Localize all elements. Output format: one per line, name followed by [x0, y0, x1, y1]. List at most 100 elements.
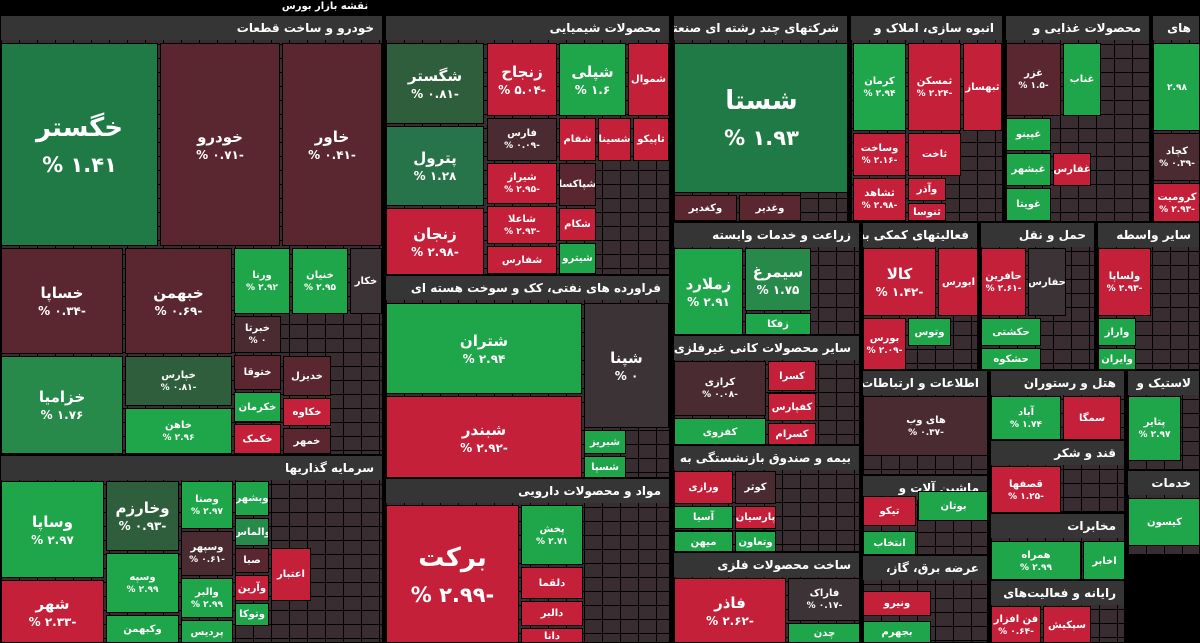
stock-symbol: بجهرم	[881, 627, 913, 638]
stock-symbol: کالا	[886, 265, 913, 283]
stock-tile: دانا	[521, 628, 583, 642]
stock-tile: شتران ۲.۹۴ %	[386, 303, 582, 394]
sector-header: محصولات شیمیایی	[386, 16, 669, 40]
sector: فعالیتهای کمکی به کالا -۱.۴۲ % ابورس بورس -۲.…	[862, 222, 978, 370]
stock-tile: کیسون	[1128, 498, 1199, 546]
stock-tile: شیراز -۲.۹۵ %	[487, 163, 557, 204]
stock-change: ۲.۹۹ %	[1019, 562, 1053, 573]
stock-symbol: وصنا	[195, 493, 219, 505]
stock-symbol: ورازی	[688, 482, 719, 493]
stock-symbol: خاور	[314, 127, 350, 146]
stock-tile: وغدیر	[739, 195, 801, 221]
stock-change: -۲.۲۴ %	[916, 88, 953, 99]
stock-tile: ثاخت	[908, 133, 961, 176]
stock-symbol: خودرو	[197, 127, 243, 146]
stock-change: ۲.۹۵ %	[303, 282, 337, 293]
stock-symbol: شسپا	[591, 462, 619, 473]
stock-change: -۰.۴۱ %	[308, 147, 356, 162]
stock-change: -۲.۹۳ %	[1159, 204, 1195, 215]
stock-symbol: حفارس	[1028, 276, 1066, 288]
stock-tile: چدن	[788, 623, 859, 642]
sector-header: رایانه و فعالیت‌های	[991, 581, 1124, 605]
stock-change: -۰.۹۳ %	[118, 519, 167, 533]
stock-tile: قصفها -۱.۲۵ %	[991, 466, 1061, 512]
stock-tile: بوتان	[918, 491, 987, 521]
stock-tile: وصنا ۲.۹۷ %	[181, 481, 233, 529]
stock-tile: آباد ۱.۷۴ %	[991, 396, 1061, 439]
stock-change: ۲.۹۸	[1167, 83, 1187, 93]
stock-symbol: ثنوسا	[913, 206, 941, 218]
stock-symbol: خاهن	[165, 419, 192, 431]
sector: مخابرات همراه ۲.۹۹ % اخابر	[990, 513, 1125, 580]
stock-symbol: پترول	[413, 149, 457, 167]
stock-tile: خساپا -۰.۳۴ %	[1, 248, 123, 354]
stock-change: -۰.۸۱ %	[160, 382, 197, 393]
stock-symbol: وتوس	[914, 326, 945, 338]
stock-symbol: پخش	[539, 523, 565, 535]
stock-symbol: شگستر	[407, 66, 463, 85]
stock-tile: انتخاب	[863, 531, 916, 554]
stock-tile: وایران	[1098, 348, 1136, 369]
stock-symbol: شسینا	[598, 134, 631, 145]
stock-tile: وساخت -۲.۱۶ %	[853, 133, 906, 176]
stock-change: ۲.۹۷ %	[31, 532, 74, 547]
stock-tile: والماس	[235, 518, 269, 546]
sector: رایانه و فعالیت‌های فن افزار -۰.۶۴ % سپکیش	[990, 580, 1125, 643]
stock-tile: غناب	[1063, 43, 1101, 116]
stock-tile: شفارس	[487, 246, 557, 274]
stock-tile: کفزوی	[674, 418, 766, 444]
stock-tile: فاذر -۲.۶۲ %	[674, 578, 786, 642]
stock-symbol: بوتان	[940, 500, 967, 512]
stock-symbol: زنجان	[413, 225, 457, 243]
stock-symbol: پارسیان	[735, 512, 776, 523]
sector: زراعت و خدمات وابسته زملارد ۲.۹۱ % سیمرغ ۱.۷…	[673, 222, 860, 335]
stock-symbol: شفام	[563, 134, 592, 145]
stock-symbol: کرمان	[864, 75, 895, 87]
sector: عرضه برق، گاز، ونیرو بجهرم	[862, 555, 988, 643]
sector-header: بیمه و صندوق بازنشستگی به	[674, 446, 859, 470]
stock-tile: خبرتا ۰ %	[234, 316, 281, 353]
stock-change: -۰.۶۱ %	[189, 555, 225, 565]
stock-tile: زفکا	[745, 313, 811, 334]
stock-tile: دالبر	[521, 601, 583, 626]
sector: لاستیک و پتایر ۲.۹۷ %	[1127, 370, 1200, 470]
stock-symbol: خکاوه	[292, 406, 322, 418]
stock-symbol: زملارد	[685, 275, 732, 293]
sector: اطلاعات و ارتباطات های وب -۰.۳۷ %	[862, 370, 988, 475]
stock-tile: ورازی	[674, 471, 733, 504]
sector-header: هتل و رستوران	[991, 371, 1124, 395]
stock-tile: حفارس	[1028, 248, 1066, 316]
sector: ساخت محصولات فلزی فاذر -۲.۶۲ % فاراک -۰.۱۷ %…	[673, 552, 860, 643]
stock-change: -۰.۶۹ %	[154, 304, 203, 318]
stock-symbol: خزامیا	[38, 388, 86, 406]
stock-symbol: میهن	[690, 536, 717, 548]
stock-change: -۰.۷۱ %	[196, 147, 244, 162]
stock-tile: خکار	[350, 248, 382, 314]
stock-tile: ثشاهد -۲.۹۸ %	[853, 178, 906, 221]
stock-symbol: کوثر	[744, 482, 767, 493]
stock-tile: فن افزار -۰.۶۴ %	[991, 606, 1041, 642]
stock-change: -۰.۱۷ %	[806, 601, 843, 611]
stock-tile: خاور -۰.۴۱ %	[282, 43, 382, 246]
stock-tile: شبریز	[584, 430, 626, 454]
stock-change: ۱.۷۵ %	[756, 282, 800, 297]
stock-symbol: ثشاهد	[864, 188, 895, 199]
stock-change: -۰.۳۹ %	[1159, 158, 1195, 169]
stock-symbol: غپینو	[1015, 129, 1042, 140]
stock-symbol: خنیان	[306, 269, 334, 281]
stock-symbol: انتخاب	[873, 538, 906, 549]
sector: خودرو و ساخت قطعات خگستر ۱.۴۱ % خودرو -۰.۷۱ …	[0, 15, 383, 455]
stock-tile: شگستر -۰.۸۱ %	[386, 43, 484, 124]
stock-symbol: ختوقا	[243, 367, 272, 378]
sector-header: سایر واسطه	[1098, 223, 1199, 247]
sector: حمل و نقل حافرین -۲.۶۱ % حفارس حکشتی حشکوه	[980, 222, 1095, 370]
stock-tile: سمگا	[1063, 396, 1121, 439]
stock-tile: غفارس	[1053, 153, 1091, 186]
stock-tile: وکغدیر	[674, 195, 737, 221]
stock-symbol: زفکا	[767, 319, 789, 330]
stock-tile: کچاد -۰.۳۹ %	[1153, 133, 1199, 181]
stock-tile: حافرین -۲.۶۱ %	[981, 248, 1026, 316]
sector-header: شرکتهای چند رشته ای صنعتی	[674, 16, 847, 40]
stock-tile: زنجاح -۵.۰۴ %	[487, 43, 557, 116]
stock-tile: ثنوسا	[908, 203, 946, 221]
